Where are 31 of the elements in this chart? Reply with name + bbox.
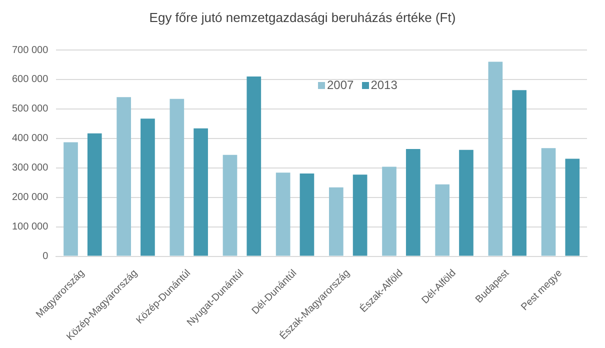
legend-label: 2013 xyxy=(370,78,398,92)
bar xyxy=(140,118,155,256)
bar xyxy=(488,62,503,256)
bar xyxy=(406,149,420,256)
bar xyxy=(459,150,474,256)
legend-label: 2007 xyxy=(327,78,354,92)
bar xyxy=(116,97,131,256)
bar xyxy=(222,154,238,256)
bar xyxy=(352,174,368,256)
bar xyxy=(194,128,208,256)
y-tick-label: 600 000 xyxy=(12,74,49,86)
y-tick-label: 500 000 xyxy=(12,104,49,115)
bar xyxy=(512,90,526,256)
bar xyxy=(541,148,556,256)
bar xyxy=(276,172,290,256)
bar xyxy=(246,76,262,256)
y-tick-label: 300 000 xyxy=(12,162,49,174)
y-tick-label: 100 000 xyxy=(12,222,49,233)
y-tick-label: 200 000 xyxy=(12,192,49,204)
y-tick-label: 0 xyxy=(42,251,49,262)
y-tick-label: 700 000 xyxy=(12,44,49,56)
bar xyxy=(64,142,78,256)
y-tick-label: 400 000 xyxy=(12,133,49,144)
chart-title: Egy főre jutó nemzetgazdasági beruházás értéke (Ft) xyxy=(148,10,457,25)
bar xyxy=(382,166,396,256)
bar xyxy=(565,158,580,256)
bar xyxy=(87,133,102,256)
bar xyxy=(329,187,344,256)
bar xyxy=(300,173,314,256)
bar xyxy=(435,184,450,256)
bar xyxy=(170,98,184,256)
